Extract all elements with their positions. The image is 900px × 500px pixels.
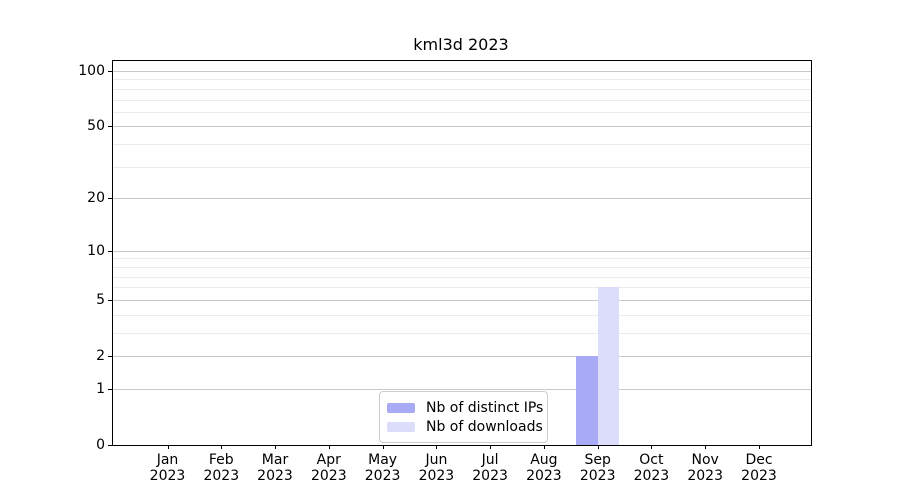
x-tick-month: May xyxy=(368,452,398,468)
chart-title: kml3d 2023 xyxy=(413,35,509,54)
bar-nb-of-distinct-ips-sep xyxy=(576,356,598,445)
x-tick-label-dec: Dec 2023 xyxy=(729,452,789,484)
y-tick-label-10: 10 xyxy=(87,242,105,259)
x-tick-mark-oct xyxy=(651,445,653,449)
legend-item-1: Nb of downloads xyxy=(387,417,543,436)
gridline-y-9 xyxy=(113,258,811,260)
bar-nb-of-downloads-sep xyxy=(597,287,620,445)
gridline-y-90 xyxy=(113,79,811,81)
x-tick-month: Jun xyxy=(425,452,448,468)
x-tick-month: Feb xyxy=(208,452,234,468)
y-tick-label-1: 1 xyxy=(96,380,105,397)
x-tick-year: 2023 xyxy=(418,468,455,484)
x-tick-mark-feb xyxy=(221,445,223,449)
legend: Nb of distinct IPs Nb of downloads xyxy=(379,391,548,443)
x-tick-month: Dec xyxy=(745,452,773,468)
legend-swatch-icon xyxy=(387,402,415,413)
gridline-y-80 xyxy=(113,88,811,90)
x-tick-mark-dec xyxy=(759,445,760,449)
x-tick-label-nov: Nov 2023 xyxy=(675,452,735,484)
x-tick-year: 2023 xyxy=(149,468,186,484)
gridline-y-50 xyxy=(113,126,811,128)
x-tick-month: Oct xyxy=(639,452,664,468)
x-tick-year: 2023 xyxy=(257,468,293,484)
x-tick-year: 2023 xyxy=(741,468,777,484)
gridline-y-5 xyxy=(113,299,811,301)
gridline-y-70 xyxy=(113,99,811,101)
gridline-y-40 xyxy=(113,144,811,146)
legend-item-0: Nb of distinct IPs xyxy=(387,398,543,417)
gridline-y-3 xyxy=(113,332,811,334)
gridline-y-60 xyxy=(113,111,811,113)
y-tick-label-100: 100 xyxy=(78,63,105,79)
x-tick-mark-jul xyxy=(490,445,492,449)
x-tick-year: 2023 xyxy=(310,468,347,484)
x-tick-year: 2023 xyxy=(633,468,670,484)
y-tick-mark-100 xyxy=(108,71,112,72)
x-tick-year: 2023 xyxy=(687,468,723,484)
gridline-y-8 xyxy=(113,266,811,268)
x-tick-label-may: May 2023 xyxy=(353,452,413,484)
gridline-y-100 xyxy=(113,71,811,72)
x-tick-year: 2023 xyxy=(526,468,562,484)
x-tick-label-aug: Aug 2023 xyxy=(514,452,574,484)
x-tick-label-jan: Jan 2023 xyxy=(138,452,198,484)
y-tick-mark-2 xyxy=(108,356,112,357)
y-tick-label-50: 50 xyxy=(87,118,105,135)
x-tick-label-sep: Sep 2023 xyxy=(568,452,628,484)
x-tick-month: Aug xyxy=(530,452,558,468)
plot-area: 0 1 2 5 10 20 50 100 Jan 2023 Feb 2023 Mar 2023 Apr 202… xyxy=(78,60,812,484)
x-tick-mark-jun xyxy=(436,445,438,449)
x-tick-month: Mar xyxy=(261,452,289,468)
gridline-y-6 xyxy=(113,287,811,289)
x-tick-month: Jul xyxy=(481,452,499,468)
y-tick-mark-5 xyxy=(108,299,112,301)
x-tick-label-apr: Apr 2023 xyxy=(299,452,359,484)
x-tick-month: Sep xyxy=(584,452,611,468)
x-tick-mark-may xyxy=(382,445,384,449)
y-tick-mark-10 xyxy=(108,250,112,252)
y-tick-label-20: 20 xyxy=(87,190,105,207)
x-tick-mark-mar xyxy=(275,445,276,449)
y-tick-mark-50 xyxy=(108,126,112,128)
y-tick-mark-0 xyxy=(108,445,112,446)
x-tick-mark-sep xyxy=(597,445,599,449)
legend-label: Nb of downloads xyxy=(426,418,543,435)
y-tick-label-2: 2 xyxy=(96,348,105,364)
x-tick-month: Jan xyxy=(156,452,179,468)
y-tick-mark-1 xyxy=(108,388,112,390)
gridline-y-10 xyxy=(113,250,811,252)
x-tick-label-feb: Feb 2023 xyxy=(191,452,251,484)
x-tick-label-jul: Jul 2023 xyxy=(460,452,520,484)
legend-swatch-icon xyxy=(387,421,415,432)
gridline-y-20 xyxy=(113,198,811,200)
legend-label: Nb of distinct IPs xyxy=(426,399,544,416)
x-tick-mark-jan xyxy=(167,445,169,449)
x-tick-month: Apr xyxy=(316,452,341,468)
x-tick-year: 2023 xyxy=(579,468,616,484)
y-tick-mark-20 xyxy=(108,198,112,200)
gridline-y-1 xyxy=(113,388,811,390)
x-tick-mark-nov xyxy=(705,445,707,449)
x-tick-mark-aug xyxy=(543,445,545,449)
gridline-y-4 xyxy=(113,314,811,316)
x-tick-year: 2023 xyxy=(203,468,240,484)
x-tick-label-mar: Mar 2023 xyxy=(245,452,305,484)
x-tick-year: 2023 xyxy=(472,468,508,484)
x-tick-year: 2023 xyxy=(364,468,401,484)
x-tick-month: Nov xyxy=(691,452,719,468)
gridline-y-7 xyxy=(113,276,811,278)
x-tick-label-jun: Jun 2023 xyxy=(406,452,466,484)
gridline-y-2 xyxy=(113,356,811,357)
y-tick-label-0: 0 xyxy=(96,437,105,453)
x-tick-label-oct: Oct 2023 xyxy=(621,452,681,484)
x-tick-mark-apr xyxy=(328,445,330,449)
gridline-y-30 xyxy=(113,166,811,168)
y-tick-label-5: 5 xyxy=(96,291,105,308)
